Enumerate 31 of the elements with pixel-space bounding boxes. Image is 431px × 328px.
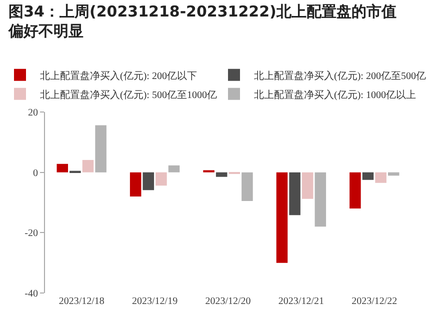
- y-tick-label: -40: [24, 288, 38, 300]
- bar: [142, 172, 154, 190]
- bar: [216, 172, 228, 177]
- legend-label: 北上配置盘净买入(亿元): 1000亿以上: [254, 88, 416, 101]
- bar: [302, 172, 314, 199]
- x-tick-label: 2023/12/20: [205, 296, 251, 307]
- bar: [168, 165, 180, 172]
- bar: [95, 125, 106, 172]
- y-tick-label: 0: [33, 168, 38, 179]
- x-tick-label: 2023/12/22: [352, 296, 398, 307]
- y-tick-label: -20: [24, 228, 38, 240]
- legend-label: 北上配置盘净买入(亿元): 200亿至500亿: [254, 70, 426, 82]
- bar: [350, 172, 361, 209]
- chart-title: 图34：上周(20231218-20231222)北上配置盘的市值偏好不明显: [8, 2, 396, 40]
- bar: [289, 172, 300, 216]
- bar: [242, 172, 253, 201]
- bar: [388, 172, 400, 176]
- bar: [314, 172, 326, 227]
- bar: [375, 172, 386, 183]
- y-tick-label: 20: [28, 108, 38, 118]
- bar: [82, 160, 94, 172]
- bar: [130, 172, 142, 196]
- bar: [362, 172, 374, 180]
- x-tick-label: 2023/12/21: [278, 296, 324, 307]
- x-tick-label: 2023/12/18: [58, 296, 104, 307]
- legend-label: 北上配置盘净买入(亿元): 500亿至1000亿: [40, 88, 217, 101]
- x-tick-label: 2023/12/19: [132, 296, 178, 307]
- legend-label: 北上配置盘净买入(亿元): 200亿以下: [40, 70, 197, 82]
- bar: [56, 164, 68, 172]
- bar: [276, 172, 288, 263]
- bar: [156, 172, 167, 186]
